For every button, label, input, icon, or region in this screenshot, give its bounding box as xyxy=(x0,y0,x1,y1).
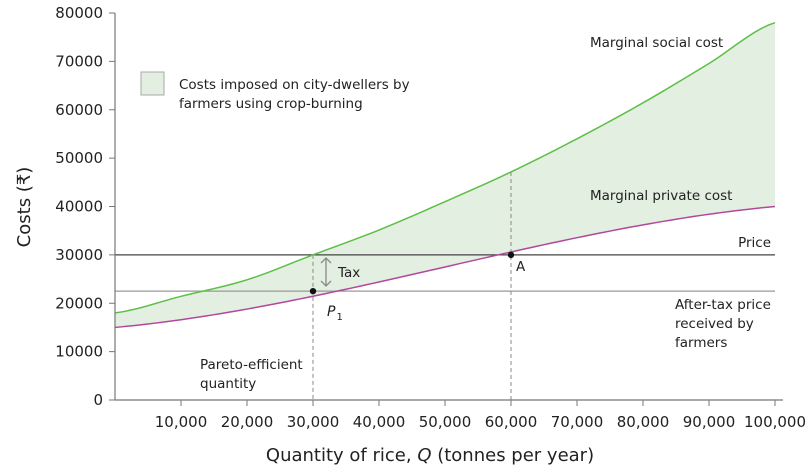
x-tick-label: 30,000 xyxy=(287,413,340,431)
y-tick-label: 50000 xyxy=(55,149,103,167)
after-tax-label-3: farmers xyxy=(675,335,727,351)
x-tick-label: 100,000 xyxy=(744,413,806,431)
pareto-label-2: quantity xyxy=(200,376,256,392)
x-tick-label: 90,000 xyxy=(683,413,736,431)
x-axis-title: Quantity of rice, Q (tonnes per year) xyxy=(266,445,594,466)
y-tick-label: 10000 xyxy=(55,343,103,361)
marginal-private-cost-line xyxy=(114,205,776,329)
y-tick-label: 0 xyxy=(93,391,103,409)
tax-label: Tax xyxy=(337,265,360,281)
legend-swatch xyxy=(140,71,165,96)
y-tick-label: 20000 xyxy=(55,294,103,312)
point-a xyxy=(507,251,515,259)
point-p1 xyxy=(309,287,317,295)
x-tick-label: 60,000 xyxy=(485,413,538,431)
marginal-social-cost-line xyxy=(114,21,776,314)
point-a-label: A xyxy=(516,259,526,275)
x-tick-label: 50,000 xyxy=(419,413,472,431)
legend-label-line2: farmers using crop-burning xyxy=(179,96,363,112)
external-cost-area xyxy=(115,22,775,328)
msc-label: Marginal social cost xyxy=(590,35,723,51)
y-axis-title: Costs (₹) xyxy=(14,167,35,248)
pareto-label-1: Pareto-efficient xyxy=(200,357,303,373)
after-tax-label-1: After-tax price xyxy=(675,297,771,313)
mpc-label: Marginal private cost xyxy=(590,188,732,204)
x-tick-label: 70,000 xyxy=(551,413,604,431)
y-tick-label: 70000 xyxy=(55,52,103,70)
y-tick-label: 30000 xyxy=(55,246,103,264)
tax-arrow-icon xyxy=(320,257,332,287)
x-tick-label: 40,000 xyxy=(353,413,406,431)
y-tick-label: 40000 xyxy=(55,198,103,216)
legend-label-line1: Costs imposed on city-dwellers by xyxy=(179,77,410,93)
after-tax-label-2: received by xyxy=(675,316,754,332)
point-p1-label: P1 xyxy=(327,304,343,323)
x-tick-label: 80,000 xyxy=(617,413,670,431)
x-tick-label: 20,000 xyxy=(221,413,274,431)
x-tick-label: 10,000 xyxy=(155,413,208,431)
y-tick-label: 80000 xyxy=(55,4,103,22)
y-tick-label: 60000 xyxy=(55,101,103,119)
price-label: Price xyxy=(738,235,771,251)
